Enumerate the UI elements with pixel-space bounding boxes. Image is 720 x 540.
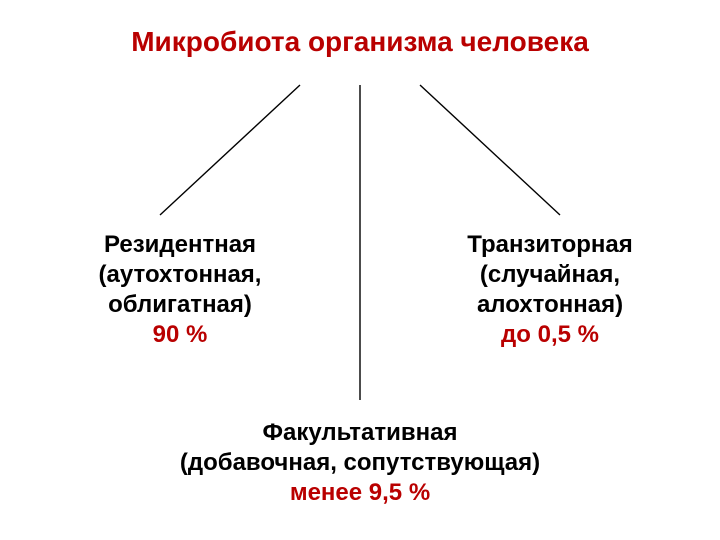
node-facultative: Факультативная(добавочная, сопутствующая… [90, 418, 630, 508]
node-text-line: (аутохтонная, [55, 260, 305, 290]
node-text-line: до 0,5 % [420, 320, 680, 350]
node-text-line: 90 % [55, 320, 305, 350]
connector-line [160, 85, 300, 215]
diagram-stage: Микробиота организма человека Резидентна… [0, 0, 720, 540]
node-text-line: алохтонная) [420, 290, 680, 320]
node-transient: Транзиторная(случайная,алохтонная)до 0,5… [420, 230, 680, 350]
node-text-line: менее 9,5 % [90, 478, 630, 508]
diagram-title: Микробиота организма человека [0, 24, 720, 59]
node-text-line: (случайная, [420, 260, 680, 290]
node-text-line: облигатная) [55, 290, 305, 320]
connector-line [420, 85, 560, 215]
node-text-line: Резидентная [55, 230, 305, 260]
node-text-line: (добавочная, сопутствующая) [90, 448, 630, 478]
node-text-line: Транзиторная [420, 230, 680, 260]
node-resident: Резидентная(аутохтонная,облигатная)90 % [55, 230, 305, 350]
node-text-line: Факультативная [90, 418, 630, 448]
